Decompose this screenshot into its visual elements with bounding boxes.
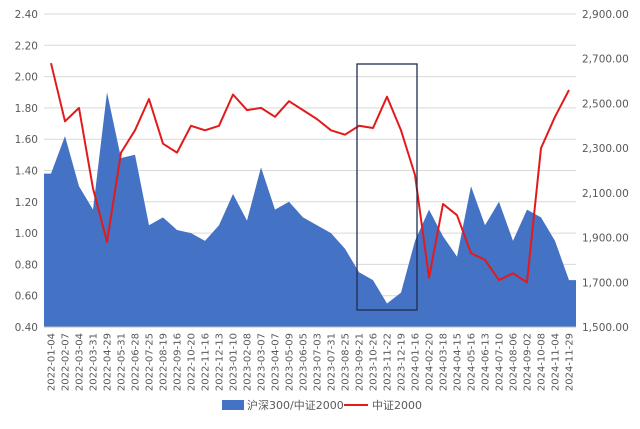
x-tick-label: 2023-01-10 xyxy=(229,333,240,391)
y-right-tick-label: 2,300.00 xyxy=(582,143,629,155)
y-right-tick-label: 2,100.00 xyxy=(582,188,629,200)
x-tick-label: 2023-10-26 xyxy=(369,333,380,391)
y-right-tick-label: 1,900.00 xyxy=(582,233,629,245)
y-right-tick-label: 2,500.00 xyxy=(582,98,629,110)
legend-label-csi2000: 中证2000 xyxy=(372,399,422,412)
y-left-tick-label: 0.40 xyxy=(15,322,38,334)
x-tick-label: 2024-06-13 xyxy=(481,333,492,391)
x-tick-label: 2022-08-19 xyxy=(159,333,170,391)
y-left-tick-label: 1.40 xyxy=(15,166,38,178)
y-left-tick-label: 0.60 xyxy=(15,291,38,303)
y-right-tick-label: 2,700.00 xyxy=(582,54,629,66)
x-tick-label: 2022-12-13 xyxy=(215,333,226,391)
x-tick-label: 2024-05-16 xyxy=(467,333,478,391)
x-tick-label: 2022-07-25 xyxy=(145,333,156,391)
x-tick-label: 2023-03-07 xyxy=(257,333,268,391)
y-left-tick-label: 2.00 xyxy=(15,72,38,84)
y-right-tick-label: 1,500.00 xyxy=(582,322,629,334)
x-tick-label: 2023-12-19 xyxy=(397,333,408,391)
x-tick-label: 2024-01-16 xyxy=(411,333,422,391)
x-tick-label: 2024-08-06 xyxy=(509,333,520,391)
y-left-tick-label: 1.80 xyxy=(15,103,38,115)
x-tick-label: 2024-02-20 xyxy=(425,333,436,391)
x-tick-label: 2023-02-08 xyxy=(243,333,254,391)
x-tick-label: 2023-09-21 xyxy=(355,333,366,391)
x-tick-label: 2024-07-10 xyxy=(495,333,506,391)
x-tick-label: 2022-06-28 xyxy=(131,333,142,391)
x-tick-label: 2023-08-25 xyxy=(341,333,352,391)
x-tick-label: 2022-02-07 xyxy=(61,333,72,391)
line-series-csi2000 xyxy=(50,62,570,284)
x-tick-label: 2022-04-29 xyxy=(103,333,114,391)
x-tick-label: 2022-03-04 xyxy=(75,333,86,391)
y-left-tick-label: 0.80 xyxy=(15,259,38,271)
x-tick-label: 2024-11-04 xyxy=(551,333,562,391)
legend-label-ratio: 沪深300/中证2000 xyxy=(247,398,344,412)
x-tick-label: 2024-04-15 xyxy=(453,333,464,391)
x-tick-label: 2024-03-18 xyxy=(439,333,450,391)
y-left-tick-label: 1.00 xyxy=(15,228,38,240)
x-tick-label: 2023-05-09 xyxy=(285,333,296,391)
legend-swatch-ratio xyxy=(222,400,244,410)
axes: 0.40 0.60 0.80 1.00 1.20 1.40 1.60 1.80 2.00 2.20… xyxy=(15,9,629,391)
x-tick-label: 2022-03-31 xyxy=(89,333,100,391)
y-right-tick-label: 1,700.00 xyxy=(582,277,629,289)
x-tick-label: 2022-05-31 xyxy=(117,333,128,391)
y-left-tick-label: 2.40 xyxy=(15,9,38,21)
x-tick-label: 2022-11-16 xyxy=(201,333,212,391)
x-tick-label: 2022-10-20 xyxy=(187,333,198,391)
x-tick-label: 2024-10-08 xyxy=(537,333,548,391)
x-tick-label: 2023-11-22 xyxy=(383,333,394,391)
y-left-tick-label: 2.20 xyxy=(15,40,38,52)
y-right-tick-label: 2,900.00 xyxy=(582,9,629,21)
x-tick-label: 2023-07-03 xyxy=(313,333,324,391)
x-tick-label: 2023-07-31 xyxy=(327,333,338,391)
x-tick-label: 2022-09-16 xyxy=(173,333,184,391)
y-left-tick-label: 1.20 xyxy=(15,197,38,209)
x-tick-label: 2024-09-02 xyxy=(523,333,534,391)
x-tick-label: 2024-11-29 xyxy=(565,333,576,391)
area-series-ratio xyxy=(44,92,576,327)
y-left-tick-label: 1.60 xyxy=(15,134,38,146)
x-tick-label: 2023-04-07 xyxy=(271,333,282,391)
x-tick-label: 2022-01-04 xyxy=(47,333,58,391)
x-tick-label: 2023-06-05 xyxy=(299,333,310,391)
plot-area xyxy=(44,62,576,327)
highlight-box xyxy=(356,63,418,311)
legend: 沪深300/中证2000 中证2000 xyxy=(222,398,422,412)
